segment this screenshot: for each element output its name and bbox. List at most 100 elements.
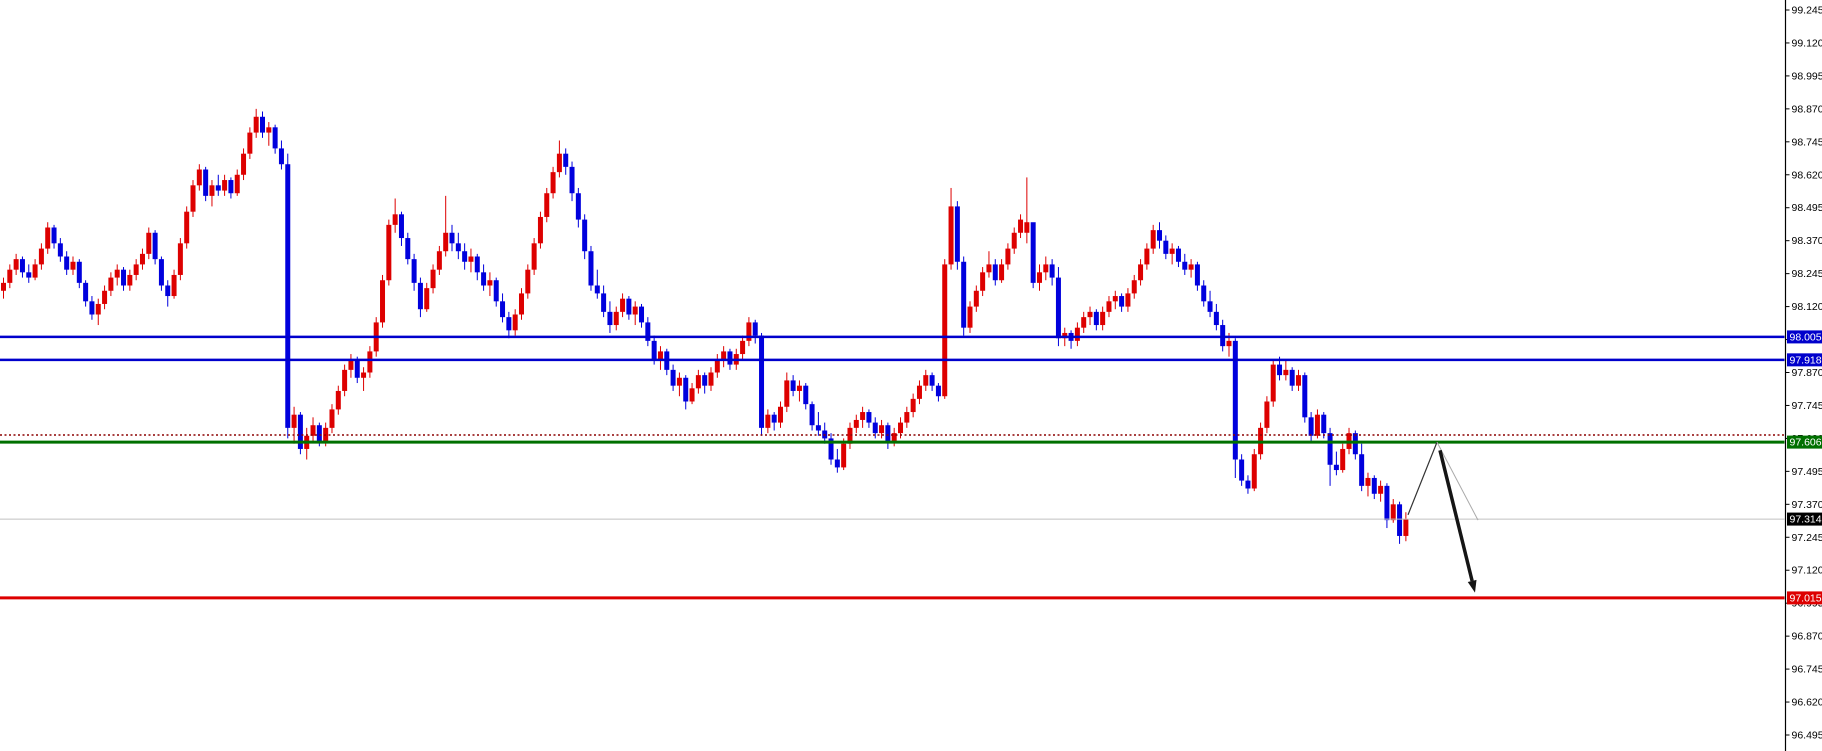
candle-body [291,414,297,428]
candle-body [506,317,512,331]
candle-body [784,380,790,407]
projection-up-line[interactable] [1407,441,1438,516]
candle-body [177,243,183,275]
candle-down [215,174,221,196]
candle-body [594,285,600,294]
candle-down [828,433,834,465]
candle-up [967,301,973,333]
candle-body [695,375,701,389]
candle-body [613,311,619,326]
candle-up [923,369,929,391]
candle-down [1049,259,1055,286]
candle-body [228,180,234,194]
candle-up [190,180,196,217]
candle-body [1119,296,1125,307]
candle-up [177,238,183,281]
candle-down [1321,412,1327,439]
candle-up [209,180,215,207]
candle-up [108,272,114,297]
candle-up [1,277,6,299]
candle-body [392,214,398,225]
candle-down [297,412,303,455]
projection-guide-line[interactable] [1436,441,1479,521]
candle-up [860,406,866,428]
candle-body [904,412,910,423]
candle-body [190,185,196,212]
candle-down [89,296,95,320]
candle-down [76,259,82,289]
candle-down [1207,290,1213,318]
candle-up [1340,443,1346,473]
axis-tick-label: 97.370 [1792,499,1822,511]
candle-down [1194,261,1200,291]
candle-body [708,372,714,386]
candle-down [462,243,468,270]
candle-body [121,269,127,286]
candle-up [468,248,474,273]
candle-body [1188,264,1194,270]
candle-body [171,274,177,297]
candle-body [1340,448,1346,471]
candle-up [1074,322,1080,347]
candle-body [746,322,752,341]
candle-down [1302,372,1308,423]
candle-up [544,187,550,223]
candle-body [1093,311,1099,326]
candle-body [828,438,834,460]
candle-body [234,174,240,194]
candle-up [986,251,992,278]
candle-up [1081,311,1087,333]
candle-body [1106,301,1112,312]
candle-up [487,272,493,297]
candle-down [961,256,967,336]
candle-up [632,301,638,326]
candle-body [7,269,13,283]
candle-up [127,269,133,291]
candle-body [620,298,626,312]
candle-down [1397,501,1403,544]
candle-down [702,372,708,394]
candle-body [424,288,430,310]
candle-body [45,227,51,249]
candle-up [1403,512,1409,542]
candle-body [449,232,455,244]
candle-body [310,425,316,436]
candle-up [310,417,316,442]
candle-up [45,222,51,254]
candle-up [916,380,922,405]
candle-up [910,393,916,418]
candle-down [563,148,569,175]
candle-body [1352,433,1358,455]
candle-body [639,306,645,323]
candle-body [721,351,727,360]
candle-body [455,243,461,252]
candle-down [259,111,265,138]
candle-up [556,140,562,178]
candle-up [942,259,948,399]
candle-up [1125,288,1131,312]
candle-body [184,211,190,244]
candle-up [1011,227,1017,254]
candle-up [386,219,392,286]
axis-tick-label: 98.245 [1792,268,1822,280]
candle-down [935,383,941,402]
candle-up [32,259,38,281]
candle-body [1308,417,1314,436]
candle-down [1308,412,1314,442]
candle-body [898,422,904,434]
candle-body [1289,369,1295,386]
candle-body [651,340,657,360]
projection-arrow-shaft[interactable] [1438,449,1474,582]
axis-tick-label: 99.245 [1792,5,1822,17]
projection-arrow[interactable] [1438,449,1477,593]
candle-body [1169,248,1175,254]
candle-up [1264,396,1270,434]
candle-body [1182,261,1188,270]
candle-up [171,269,177,299]
svg-text:98.005: 98.005 [1790,331,1822,343]
candle-body [1390,504,1396,521]
candle-body [607,311,613,326]
candle-body [1384,485,1390,521]
